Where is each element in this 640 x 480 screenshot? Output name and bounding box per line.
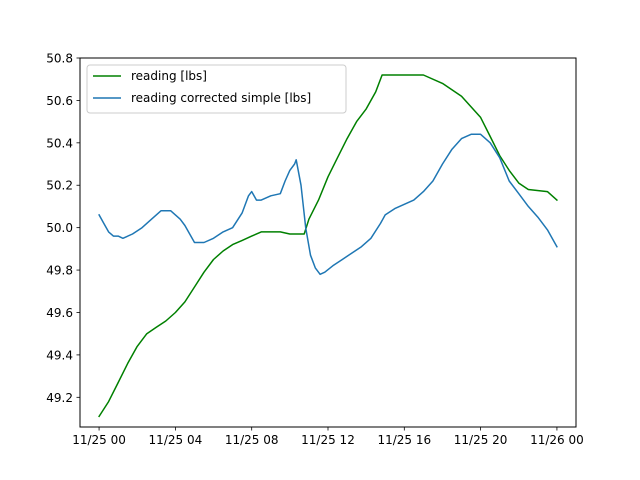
x-tick-label: 11/25 00 [72, 433, 126, 447]
legend: reading [lbs] reading corrected simple [… [86, 64, 347, 114]
x-tick-label: 11/25 08 [225, 433, 279, 447]
series-line-0 [98, 74, 558, 418]
legend-box [86, 64, 347, 114]
y-tick-label: 49.2 [46, 391, 73, 405]
y-tick-label: 49.8 [46, 264, 73, 278]
legend-label-reading: reading [lbs] [131, 69, 207, 83]
y-tick-label: 49.6 [46, 306, 73, 320]
x-axis: 11/25 00 11/25 04 11/25 08 11/25 12 11/25 16… [72, 427, 584, 447]
y-axis: 49.2 49.4 49.6 49.8 50.0 50.2 50.4 50.6 50.8 [46, 52, 80, 405]
x-tick-label: 11/26 00 [530, 433, 584, 447]
x-tick-label: 11/25 16 [377, 433, 431, 447]
y-tick-label: 50.2 [46, 179, 73, 193]
series-layer [98, 74, 558, 418]
y-tick-label: 50.4 [46, 136, 73, 150]
y-tick-label: 50.8 [46, 52, 73, 66]
legend-label-reading-corrected: reading corrected simple [lbs] [131, 91, 311, 105]
y-tick-label: 50.6 [46, 94, 73, 108]
x-tick-label: 11/25 20 [454, 433, 508, 447]
y-tick-label: 49.4 [46, 348, 73, 362]
x-tick-label: 11/25 04 [149, 433, 203, 447]
x-tick-label: 11/25 12 [301, 433, 355, 447]
y-tick-label: 50.0 [46, 221, 73, 235]
series-line-1 [98, 133, 558, 276]
